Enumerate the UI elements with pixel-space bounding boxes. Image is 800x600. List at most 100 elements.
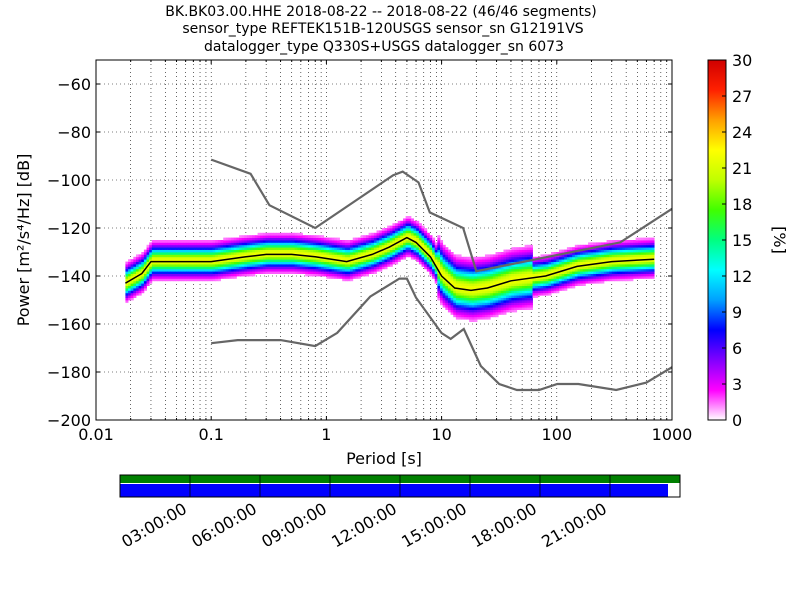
psd-cell [611,256,615,260]
psd-cell [328,268,333,272]
psd-cell [180,273,184,277]
psd-cell [543,292,547,296]
psd-cell [191,240,195,243]
psd-cell [540,268,544,272]
psd-cell [228,268,232,272]
psd-cell [355,254,359,258]
psd-cell [609,259,613,262]
psd-cell [582,252,586,255]
psd-cell [403,242,407,246]
psd-cell [149,242,153,246]
psd-cell [273,247,277,250]
psd-cell [239,264,243,267]
psd-cell [598,254,602,258]
psd-cell [572,259,576,262]
psd-cell [315,249,319,253]
psd-cell [418,254,422,258]
psd-cell [508,271,512,274]
psd-cell [254,237,258,241]
psd-cell [511,254,515,258]
psd-cell [429,268,433,272]
psd-cell [551,285,555,289]
psd-cell [646,242,650,246]
psd-cell [289,240,293,243]
psd-cell [405,240,409,243]
psd-cell [627,244,631,248]
psd-cell [210,259,214,262]
psd-cell [297,249,301,253]
psd-cell [302,242,306,246]
psd-cell [207,271,211,274]
psd-cell [278,244,282,248]
psd-cell [249,252,253,255]
psd-cell [614,247,618,250]
psd-cell [614,249,618,253]
psd-cell [284,261,288,265]
psd-cell [593,271,597,274]
psd-cell [355,240,359,243]
psd-cell [315,268,319,272]
psd-cell [128,271,132,274]
psd-cell [196,266,200,270]
psd-cell [252,271,256,274]
psd-cell [188,254,192,258]
psd-cell [424,228,428,231]
psd-cell [598,259,602,262]
psd-cell [529,300,533,303]
psd-cell [469,276,473,279]
psd-cell [334,244,338,248]
psd-cell [183,254,187,258]
psd-cell [479,292,483,296]
psd-cell [331,254,335,258]
psd-cell [397,252,401,255]
psd-cell [376,232,380,236]
psd-cell [606,264,610,267]
psd-cell [133,280,137,284]
psd-cell [130,290,134,294]
psd-cell [471,264,475,267]
psd-cell [551,264,555,267]
psd-cell [511,285,515,289]
psd-cell [138,254,142,258]
psd-cell [249,247,253,250]
psd-cell [381,237,385,241]
psd-cell [627,249,631,253]
psd-cell [461,256,465,260]
psd-cell [165,256,169,260]
psd-cell [368,244,372,248]
psd-cell [202,264,206,267]
psd-cell [350,247,354,250]
psd-cell [395,237,399,241]
psd-cell [519,302,523,306]
psd-cell [233,276,237,279]
psd-cell [471,278,475,282]
psd-cell [363,259,367,262]
psd-cell [408,220,412,224]
psd-cell [133,290,137,294]
psd-cell [278,249,282,253]
psd-cell [630,254,634,258]
psd-cell [381,235,385,238]
psd-cell [228,266,232,270]
psd-cell [471,283,475,286]
psd-cell [627,276,631,279]
psd-cell [479,297,483,301]
psd-cell [635,276,639,279]
psd-cell [630,268,634,272]
psd-cell [336,252,340,255]
psd-cell [556,266,560,270]
psd-cell [625,242,629,246]
psd-cell [577,256,581,260]
psd-cell [400,228,404,231]
psd-cell [582,276,586,279]
psd-cell [172,240,177,243]
psd-cell [442,288,446,291]
psd-cell [437,247,441,250]
psd-cell [633,252,637,255]
psd-cell [233,252,237,255]
psd-cell [434,278,438,282]
psd-cell [344,278,348,282]
psd-cell [135,290,140,294]
psd-cell [646,268,650,272]
psd-cell [207,268,211,272]
